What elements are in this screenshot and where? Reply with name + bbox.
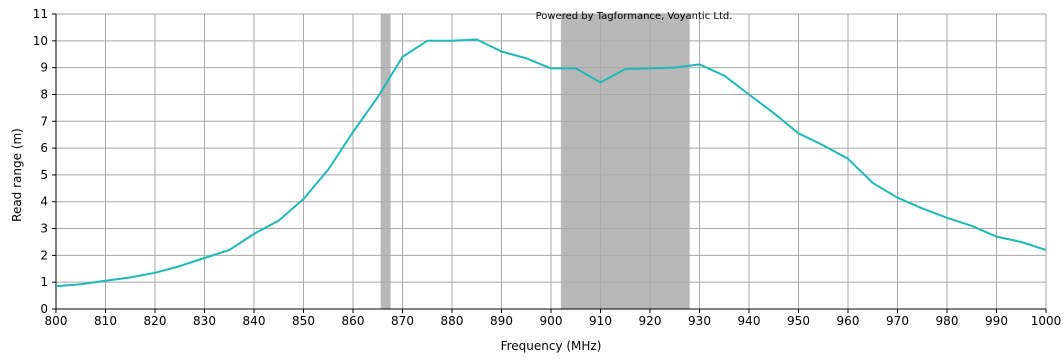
x-tick-label-990: 990: [985, 314, 1008, 328]
x-axis-title: Frequency (MHz): [501, 339, 602, 353]
y-tick-label-10: 10: [33, 34, 48, 48]
frequency-bands: [380, 14, 690, 309]
y-tick-label-11: 11: [33, 7, 48, 21]
series-line-1: [55, 38, 1047, 288]
x-tick-label-1000: 1000: [1031, 314, 1062, 328]
y-tick-label-1: 1: [40, 275, 48, 289]
x-tick-label-860: 860: [342, 314, 365, 328]
y-tick-label-5: 5: [40, 168, 48, 182]
y-tick-label-0: 0: [40, 302, 48, 316]
y-tick-label-8: 8: [40, 87, 48, 101]
x-tick-label-840: 840: [243, 314, 266, 328]
y-tick-label-9: 9: [40, 61, 48, 75]
x-tick-label-800: 800: [45, 314, 68, 328]
x-tick-label-970: 970: [886, 314, 909, 328]
x-tick-label-950: 950: [787, 314, 810, 328]
x-tick-label-880: 880: [441, 314, 464, 328]
y-axis-title: Read range (m): [10, 128, 24, 222]
x-tick-label-820: 820: [144, 314, 167, 328]
x-tick-label-960: 960: [837, 314, 860, 328]
x-tick-label-900: 900: [540, 314, 563, 328]
series-lines: [55, 38, 1047, 288]
watermark-text: Powered by Tagformance, Voyantic Ltd.: [536, 11, 733, 22]
x-tick-label-830: 830: [193, 314, 216, 328]
frequency-band-1: [380, 14, 391, 309]
x-tick-label-810: 810: [94, 314, 117, 328]
y-tick-label-4: 4: [40, 195, 48, 209]
y-tick-label-6: 6: [40, 141, 48, 155]
x-tick-label-890: 890: [490, 314, 513, 328]
x-tick-label-920: 920: [639, 314, 662, 328]
y-tick-label-3: 3: [40, 222, 48, 236]
grid-lines: [55, 13, 1047, 310]
y-tick-label-2: 2: [40, 248, 48, 262]
x-tick-label-940: 940: [738, 314, 761, 328]
x-tick-label-930: 930: [688, 314, 711, 328]
axes: [52, 13, 1047, 313]
y-tick-label-7: 7: [40, 114, 48, 128]
x-tick-label-910: 910: [589, 314, 612, 328]
x-tick-label-870: 870: [391, 314, 414, 328]
x-tick-label-850: 850: [292, 314, 315, 328]
x-tick-label-980: 980: [936, 314, 959, 328]
tick-labels: 800 810 820 830 840 850 860 870 880 890 900 910 920 9…: [33, 7, 1062, 328]
frequency-band-2: [560, 14, 690, 309]
